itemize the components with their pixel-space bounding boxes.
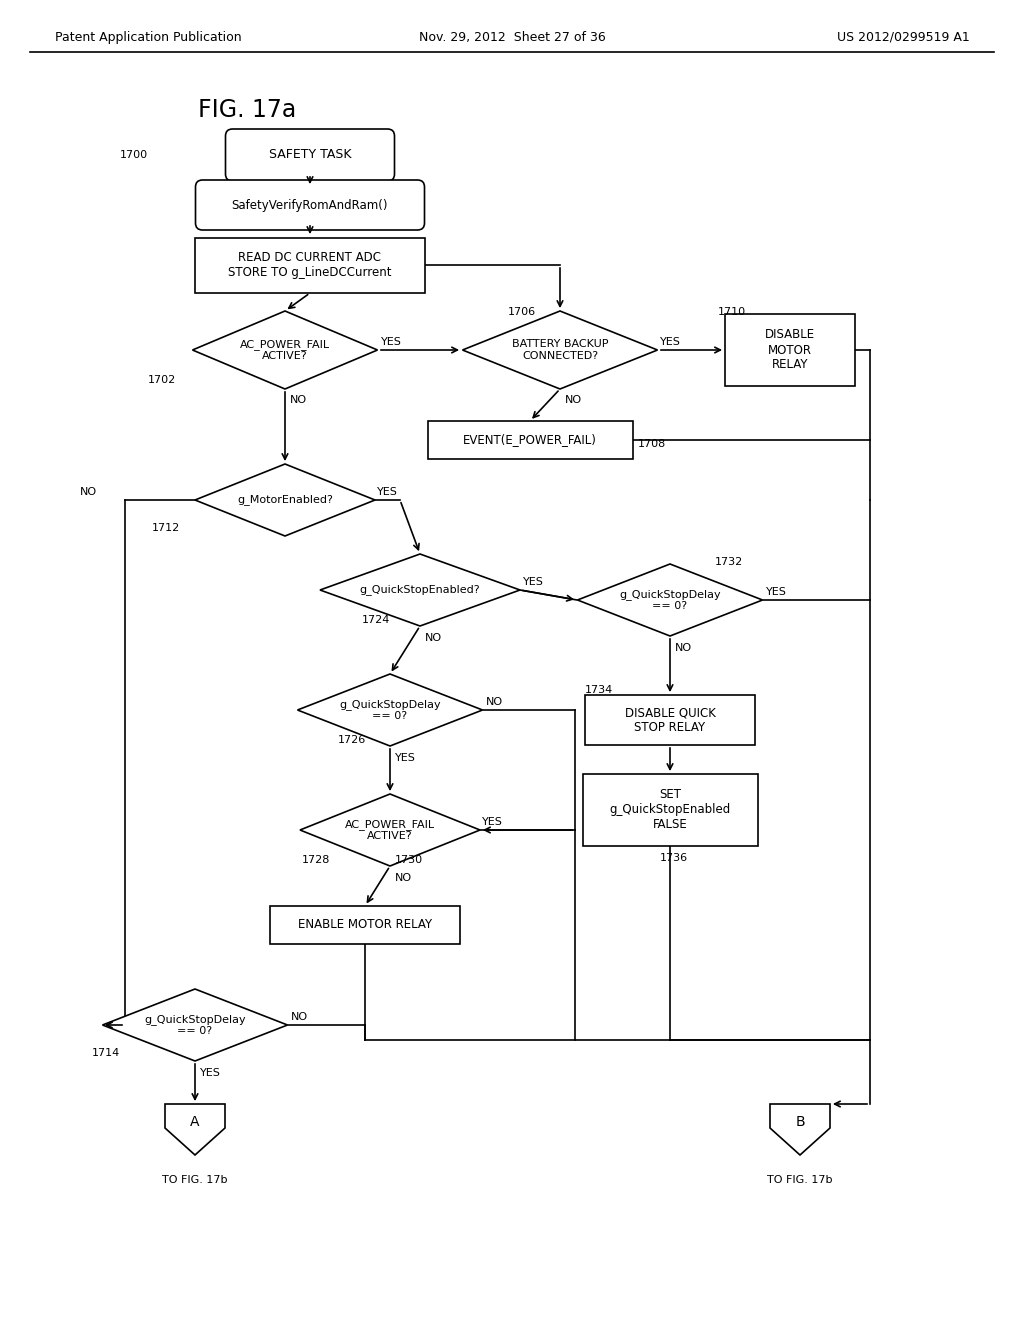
FancyBboxPatch shape <box>583 774 758 846</box>
Text: SAFETY TASK: SAFETY TASK <box>268 149 351 161</box>
Text: 1724: 1724 <box>362 615 390 624</box>
Text: g_QuickStopDelay
== 0?: g_QuickStopDelay == 0? <box>339 698 440 721</box>
Text: NO: NO <box>565 395 582 405</box>
Text: AC_POWER_FAIL
ACTIVE?: AC_POWER_FAIL ACTIVE? <box>240 339 330 362</box>
Text: TO FIG. 17b: TO FIG. 17b <box>767 1175 833 1185</box>
Text: SafetyVerifyRomAndRam(): SafetyVerifyRomAndRam() <box>231 198 388 211</box>
Text: g_QuickStopDelay
== 0?: g_QuickStopDelay == 0? <box>620 589 721 611</box>
Text: 1736: 1736 <box>660 853 688 863</box>
FancyBboxPatch shape <box>585 696 755 744</box>
Text: SET
g_QuickStopEnabled
FALSE: SET g_QuickStopEnabled FALSE <box>609 788 731 832</box>
Text: 1708: 1708 <box>638 440 667 449</box>
Text: 1714: 1714 <box>92 1048 120 1059</box>
Text: DISABLE
MOTOR
RELAY: DISABLE MOTOR RELAY <box>765 329 815 371</box>
Text: 1730: 1730 <box>395 855 423 865</box>
Text: g_QuickStopEnabled?: g_QuickStopEnabled? <box>359 585 480 595</box>
Text: 1728: 1728 <box>302 855 331 865</box>
Text: YES: YES <box>482 817 503 828</box>
Text: YES: YES <box>766 587 786 597</box>
Polygon shape <box>165 1104 225 1155</box>
Text: BATTERY BACKUP
CONNECTED?: BATTERY BACKUP CONNECTED? <box>512 339 608 360</box>
Text: NO: NO <box>80 487 97 498</box>
Text: Patent Application Publication: Patent Application Publication <box>55 30 242 44</box>
Polygon shape <box>319 554 520 626</box>
Text: YES: YES <box>200 1068 221 1078</box>
Polygon shape <box>298 675 482 746</box>
Text: g_QuickStopDelay
== 0?: g_QuickStopDelay == 0? <box>144 1014 246 1036</box>
Text: NO: NO <box>395 873 412 883</box>
Text: FIG. 17a: FIG. 17a <box>198 98 296 121</box>
Polygon shape <box>193 312 378 389</box>
Text: YES: YES <box>660 337 681 347</box>
Text: READ DC CURRENT ADC
STORE TO g_LineDCCurrent: READ DC CURRENT ADC STORE TO g_LineDCCur… <box>228 251 392 279</box>
Text: NO: NO <box>290 395 307 405</box>
Text: 1734: 1734 <box>585 685 613 696</box>
Text: YES: YES <box>523 577 544 587</box>
Text: NO: NO <box>291 1012 308 1022</box>
Text: AC_POWER_FAIL
ACTIVE?: AC_POWER_FAIL ACTIVE? <box>345 818 435 841</box>
Text: ENABLE MOTOR RELAY: ENABLE MOTOR RELAY <box>298 919 432 932</box>
Text: 1726: 1726 <box>338 735 367 744</box>
Text: NO: NO <box>486 697 503 708</box>
FancyBboxPatch shape <box>195 238 425 293</box>
Text: 1732: 1732 <box>715 557 743 568</box>
FancyBboxPatch shape <box>725 314 855 385</box>
Polygon shape <box>578 564 763 636</box>
Polygon shape <box>770 1104 830 1155</box>
Polygon shape <box>463 312 657 389</box>
Text: EVENT(E_POWER_FAIL): EVENT(E_POWER_FAIL) <box>463 433 597 446</box>
Polygon shape <box>102 989 288 1061</box>
Polygon shape <box>195 465 375 536</box>
FancyBboxPatch shape <box>427 421 633 459</box>
FancyBboxPatch shape <box>270 906 460 944</box>
FancyBboxPatch shape <box>196 180 425 230</box>
Text: YES: YES <box>381 337 401 347</box>
Text: NO: NO <box>425 634 442 643</box>
Text: 1712: 1712 <box>152 523 180 533</box>
Text: A: A <box>190 1115 200 1129</box>
Text: B: B <box>796 1115 805 1129</box>
Polygon shape <box>300 795 480 866</box>
Text: US 2012/0299519 A1: US 2012/0299519 A1 <box>838 30 970 44</box>
Text: g_MotorEnabled?: g_MotorEnabled? <box>238 495 333 506</box>
Text: Nov. 29, 2012  Sheet 27 of 36: Nov. 29, 2012 Sheet 27 of 36 <box>419 30 605 44</box>
Text: TO FIG. 17b: TO FIG. 17b <box>162 1175 227 1185</box>
Text: YES: YES <box>377 487 398 498</box>
Text: DISABLE QUICK
STOP RELAY: DISABLE QUICK STOP RELAY <box>625 706 716 734</box>
Text: NO: NO <box>675 643 692 653</box>
Text: YES: YES <box>395 752 416 763</box>
Text: 1706: 1706 <box>508 308 537 317</box>
Text: 1700: 1700 <box>120 150 148 160</box>
FancyBboxPatch shape <box>225 129 394 181</box>
Text: 1710: 1710 <box>718 308 746 317</box>
Text: 1702: 1702 <box>148 375 176 385</box>
